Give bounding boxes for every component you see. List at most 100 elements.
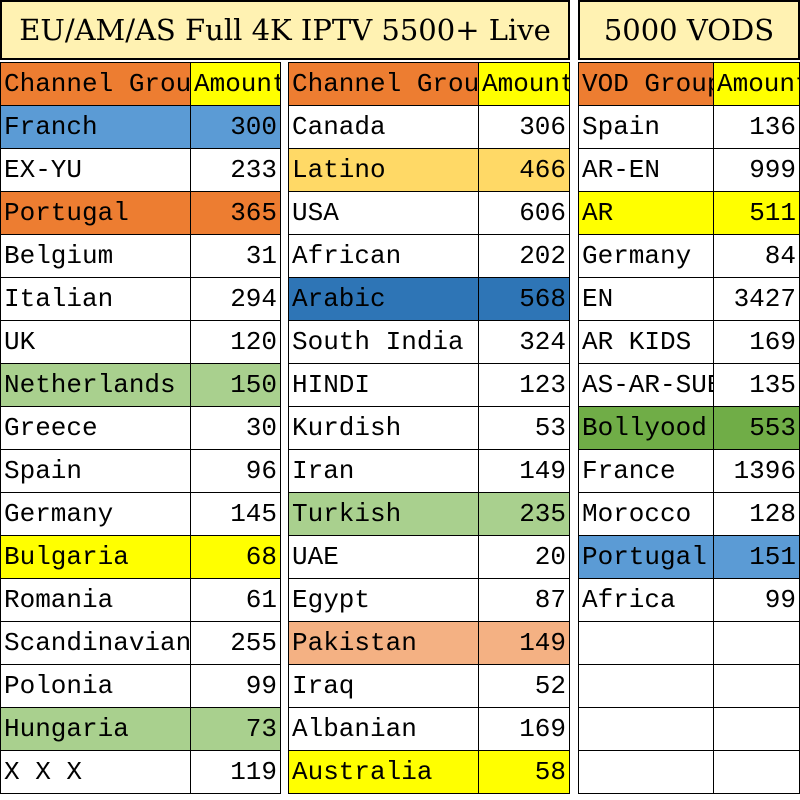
amount-cell: 151 [713,535,800,579]
table-row: Iraq 52 [288,664,570,708]
table-row: Africa 99 [578,578,800,622]
live-title: EU/AM/AS Full 4K IPTV 5500+ Live [0,0,570,60]
channel-group-table-2: Channel Group Amount Canada 306 Latino 466 USA… [288,62,570,794]
table-row: Polonia 99 [0,664,281,708]
vods-title: 5000 VODS [578,0,800,60]
group-name-cell: Netherlands [0,363,191,407]
table-row: Belgium 31 [0,234,281,278]
amount-cell: 255 [190,621,281,665]
amount-cell [713,664,800,708]
group-name-cell: France [578,449,714,493]
table-row [578,707,800,751]
group-name-cell: Greece [0,406,191,450]
table-row: Latino 466 [288,148,570,192]
amount-cell: 306 [478,105,570,149]
amount-cell: 99 [713,578,800,622]
table-row: UAE 20 [288,535,570,579]
table-row: Australia 58 [288,750,570,794]
group-name-cell: Morocco [578,492,714,536]
table-row: Germany 145 [0,492,281,536]
group-name-cell: Canada [288,105,479,149]
amount-cell: 53 [478,406,570,450]
vod-group-table: VOD GroupAmountSpain136AR-EN999AR511Germ… [578,62,800,794]
group-name-cell [578,707,714,751]
amount-cell: 87 [478,578,570,622]
group-name-cell: Australia [288,750,479,794]
group-name-cell [578,621,714,665]
group-name-cell: Iran [288,449,479,493]
amount-column-header: Amount [478,62,570,106]
channel-group-table-1: Channel Group Amount Franch 300 EX-YU 233 Port… [0,62,281,794]
group-name-cell: Polonia [0,664,191,708]
table-row: HINDI 123 [288,363,570,407]
group-name-cell: Romania [0,578,191,622]
table-row: Scandinavian 255 [0,621,281,665]
table-row: USA 606 [288,191,570,235]
group-name-cell: EX-YU [0,148,191,192]
group-name-cell: Belgium [0,234,191,278]
amount-cell: 553 [713,406,800,450]
table-row: Franch 300 [0,105,281,149]
table-row: Netherlands 150 [0,363,281,407]
amount-cell: 84 [713,234,800,278]
group-name-cell: EN [578,277,714,321]
group-name-cell: AR-EN [578,148,714,192]
group-name-cell: Scandinavian [0,621,191,665]
amount-cell: 568 [478,277,570,321]
group-name-cell: Arabic [288,277,479,321]
group-name-cell: Kurdish [288,406,479,450]
group-column-header: Channel Group [288,62,479,106]
table-row [578,621,800,665]
group-name-cell: Spain [0,449,191,493]
table-row: Kurdish 53 [288,406,570,450]
group-name-cell: Franch [0,105,191,149]
amount-cell: 294 [190,277,281,321]
table-row: South India 324 [288,320,570,364]
table-row: UK 120 [0,320,281,364]
table-row: AS-AR-SUB 135 [578,363,800,407]
group-name-cell: Portugal [578,535,714,579]
table-row: Portugal 151 [578,535,800,579]
table-row: Pakistan 149 [288,621,570,665]
group-name-cell: Albanian [288,707,479,751]
amount-cell: 466 [478,148,570,192]
table-row: Spain 136 [578,105,800,149]
group-name-cell: Turkish [288,492,479,536]
amount-cell [713,621,800,665]
group-name-cell: Iraq [288,664,479,708]
group-name-cell: Spain [578,105,714,149]
group-name-cell: UK [0,320,191,364]
group-name-cell: Germany [0,492,191,536]
table-row: Canada 306 [288,105,570,149]
group-column-header: Channel Group [0,62,191,106]
group-name-cell: X X X [0,750,191,794]
table-header-row: Channel Group Amount [288,62,570,106]
table-row: Bollyood 553 [578,406,800,450]
group-name-cell: African [288,234,479,278]
table-row: AR 511 [578,191,800,235]
amount-cell: 20 [478,535,570,579]
amount-cell: 150 [190,363,281,407]
group-name-cell: Bollyood [578,406,714,450]
group-name-cell: Bulgaria [0,535,191,579]
table-row: EX-YU 233 [0,148,281,192]
amount-cell [713,750,800,794]
table-row: Portugal 365 [0,191,281,235]
table-row: EN 3427 [578,277,800,321]
amount-cell: 511 [713,191,800,235]
amount-cell: 300 [190,105,281,149]
amount-cell: 169 [478,707,570,751]
table-row: Greece 30 [0,406,281,450]
amount-cell: 68 [190,535,281,579]
table-row: Egypt 87 [288,578,570,622]
amount-cell: 128 [713,492,800,536]
amount-cell: 365 [190,191,281,235]
table-row: African 202 [288,234,570,278]
group-name-cell: Egypt [288,578,479,622]
group-name-cell: Germany [578,234,714,278]
amount-cell: 145 [190,492,281,536]
group-name-cell: HINDI [288,363,479,407]
group-name-cell: AS-AR-SUB [578,363,714,407]
table-header-row: Channel Group Amount [0,62,281,106]
